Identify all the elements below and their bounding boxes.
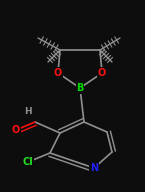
Text: O: O	[98, 68, 106, 78]
Text: O: O	[54, 68, 62, 78]
Text: N: N	[90, 163, 98, 173]
Text: O: O	[12, 125, 20, 135]
Text: H: H	[24, 108, 32, 117]
Text: Cl: Cl	[23, 157, 33, 167]
Text: B: B	[76, 83, 84, 93]
